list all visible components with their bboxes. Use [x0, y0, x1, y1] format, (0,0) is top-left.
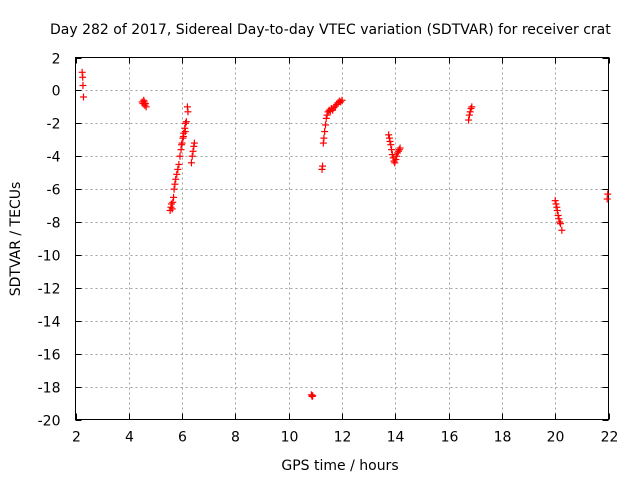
data-point: [391, 159, 399, 167]
y-tick-label: -4: [47, 150, 61, 166]
data-point: [465, 111, 473, 119]
data-point: [79, 81, 87, 89]
data-point: [388, 151, 396, 159]
data-point: [178, 141, 186, 149]
data-point: [467, 105, 475, 113]
y-axis-title: SDTVAR / TECUs: [8, 182, 24, 297]
data-point: [173, 170, 181, 178]
data-point: [170, 185, 178, 193]
data-point: [182, 119, 190, 127]
x-tick-label: 22: [601, 430, 619, 446]
data-point: [386, 137, 394, 145]
y-tick-label: -8: [47, 216, 61, 232]
data-point: [322, 114, 330, 122]
data-point: [307, 391, 315, 399]
data-point: [141, 100, 149, 108]
x-tick-label: 12: [334, 430, 352, 446]
data-point: [337, 98, 345, 106]
data-point: [79, 93, 87, 101]
y-tick-label: -6: [47, 183, 61, 199]
y-tick-labels: 2 0 -2 -4 -6 -8 -10 -12 -14 -16 -18 -20: [38, 52, 61, 430]
data-point: [187, 159, 195, 167]
data-point: [190, 139, 198, 147]
data-point: [557, 220, 565, 228]
x-tick-label: 2: [72, 430, 81, 446]
data-point: [140, 98, 148, 106]
x-tick-label: 20: [547, 430, 565, 446]
y-tick-label: -2: [47, 117, 61, 133]
x-tick-label: 8: [231, 430, 240, 446]
data-point: [465, 116, 473, 124]
data-point: [385, 131, 393, 139]
data-point: [555, 215, 563, 223]
grid-lines: [75, 57, 609, 420]
data-point: [169, 198, 177, 206]
data-point: [552, 200, 560, 208]
data-point: [189, 147, 197, 155]
data-point: [174, 165, 182, 173]
data-point: [309, 392, 317, 400]
y-tick-label: -18: [38, 381, 61, 397]
y-tick-label: -20: [38, 414, 61, 430]
x-tick-label: 14: [387, 430, 405, 446]
axis-ticks: [75, 57, 610, 421]
data-point: [320, 134, 328, 142]
data-point: [142, 103, 150, 111]
data-point: [176, 152, 184, 160]
data-point: [167, 200, 175, 208]
data-point: [168, 205, 176, 213]
data-point: [79, 73, 87, 81]
data-point: [393, 152, 401, 160]
x-tick-label: 6: [178, 430, 187, 446]
y-tick-label: -12: [38, 282, 61, 298]
data-point: [604, 190, 612, 198]
x-tick-label: 10: [281, 430, 299, 446]
data-point: [554, 211, 562, 219]
data-point: [338, 96, 346, 104]
data-point: [175, 160, 183, 168]
data-point: [394, 147, 402, 155]
y-tick-label: -16: [38, 348, 61, 364]
y-tick-label: -14: [38, 315, 61, 331]
plot-frame: [75, 57, 609, 420]
data-point: [184, 108, 192, 116]
data-point: [551, 197, 559, 205]
data-point: [388, 146, 396, 154]
data-point: [556, 218, 564, 226]
y-tick-label: -10: [38, 249, 61, 265]
y-tick-label: 2: [52, 52, 61, 68]
y-tick-label: 0: [52, 84, 61, 100]
x-tick-label: 4: [125, 430, 134, 446]
data-point: [392, 156, 400, 164]
x-tick-labels: 2 4 6 8 10 12 14 16 18 20 22: [72, 430, 618, 446]
data-point: [466, 108, 474, 116]
data-point: [321, 121, 329, 129]
x-axis-title: GPS time / hours: [281, 458, 398, 474]
data-point: [396, 144, 404, 152]
data-point: [171, 180, 179, 188]
x-tick-label: 18: [494, 430, 512, 446]
data-point: [387, 141, 395, 149]
data-point: [181, 128, 189, 136]
data-point: [179, 132, 187, 140]
data-point: [468, 103, 476, 111]
data-point: [558, 226, 566, 234]
data-point: [182, 118, 190, 126]
data-point: [172, 175, 180, 183]
data-point: [170, 193, 178, 201]
data-point: [395, 146, 403, 154]
data-point: [319, 162, 327, 170]
chart-title: Day 282 of 2017, Sidereal Day-to-day VTE…: [50, 22, 611, 38]
data-point: [321, 128, 329, 136]
data-point: [188, 152, 196, 160]
x-tick-label: 16: [441, 430, 459, 446]
data-point: [553, 207, 561, 215]
data-point: [323, 111, 331, 119]
data-points: [78, 68, 612, 400]
